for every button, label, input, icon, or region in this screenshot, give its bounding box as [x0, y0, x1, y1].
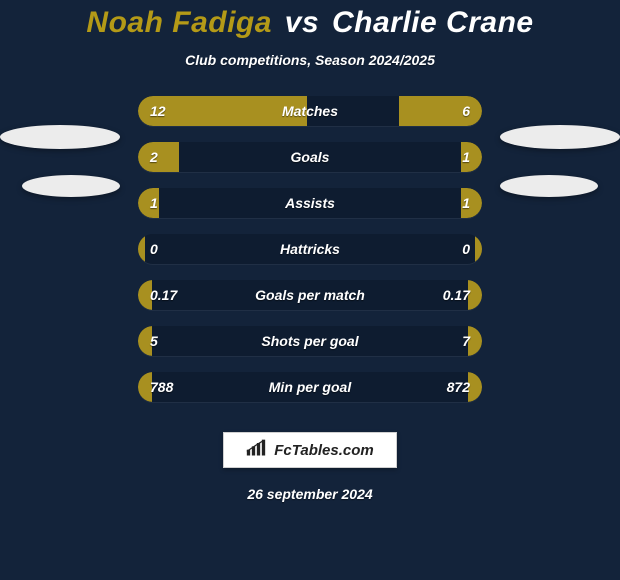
avatar-placeholder-right-2 [500, 175, 598, 197]
stat-row-fill-left [138, 142, 179, 172]
stat-row-fill-left [138, 188, 159, 218]
stat-row-fill-right [468, 326, 482, 356]
source-badge: FcTables.com [223, 432, 396, 468]
subtitle: Club competitions, Season 2024/2025 [185, 52, 435, 68]
stat-row-track [138, 280, 482, 310]
title-player2: Charlie Crane [332, 6, 534, 39]
stat-row-track [138, 372, 482, 402]
avatar-placeholder-left-1 [0, 125, 120, 149]
stat-row: 21Goals [138, 142, 482, 172]
stat-row: 11Assists [138, 188, 482, 218]
stat-row: 0.170.17Goals per match [138, 280, 482, 310]
title-vs: vs [285, 6, 319, 39]
stat-row-fill-left [138, 234, 145, 264]
stat-row-track [138, 142, 482, 172]
source-badge-text: FcTables.com [274, 442, 373, 459]
stat-row-fill-left [138, 280, 152, 310]
avatar-placeholder-right-1 [500, 125, 620, 149]
stat-row-fill-left [138, 326, 152, 356]
title-player1: Noah Fadiga [86, 6, 272, 39]
stat-row: 788872Min per goal [138, 372, 482, 402]
stat-row-fill-left [138, 96, 307, 126]
stat-row-track [138, 234, 482, 264]
chart-icon [246, 439, 266, 461]
stat-row-fill-right [468, 280, 482, 310]
snapshot-date: 26 september 2024 [247, 486, 372, 502]
stat-row-fill-right [461, 142, 482, 172]
stat-row-fill-right [461, 188, 482, 218]
stat-row-fill-right [399, 96, 482, 126]
stat-row: 00Hattricks [138, 234, 482, 264]
avatar-placeholder-left-2 [22, 175, 120, 197]
stats-rows: 126Matches 21Goals 11Assists 00Hattricks 0.1… [138, 96, 482, 402]
stat-row-fill-right [475, 234, 482, 264]
stat-row-track [138, 326, 482, 356]
stat-row: 57Shots per goal [138, 326, 482, 356]
stat-row-fill-left [138, 372, 152, 402]
stat-row: 126Matches [138, 96, 482, 126]
stat-row-fill-right [468, 372, 482, 402]
stat-row-track [138, 188, 482, 218]
title: Noah Fadiga vs Charlie Crane [86, 6, 533, 40]
comparison-card: Noah Fadiga vs Charlie Crane Club compet… [0, 0, 620, 580]
